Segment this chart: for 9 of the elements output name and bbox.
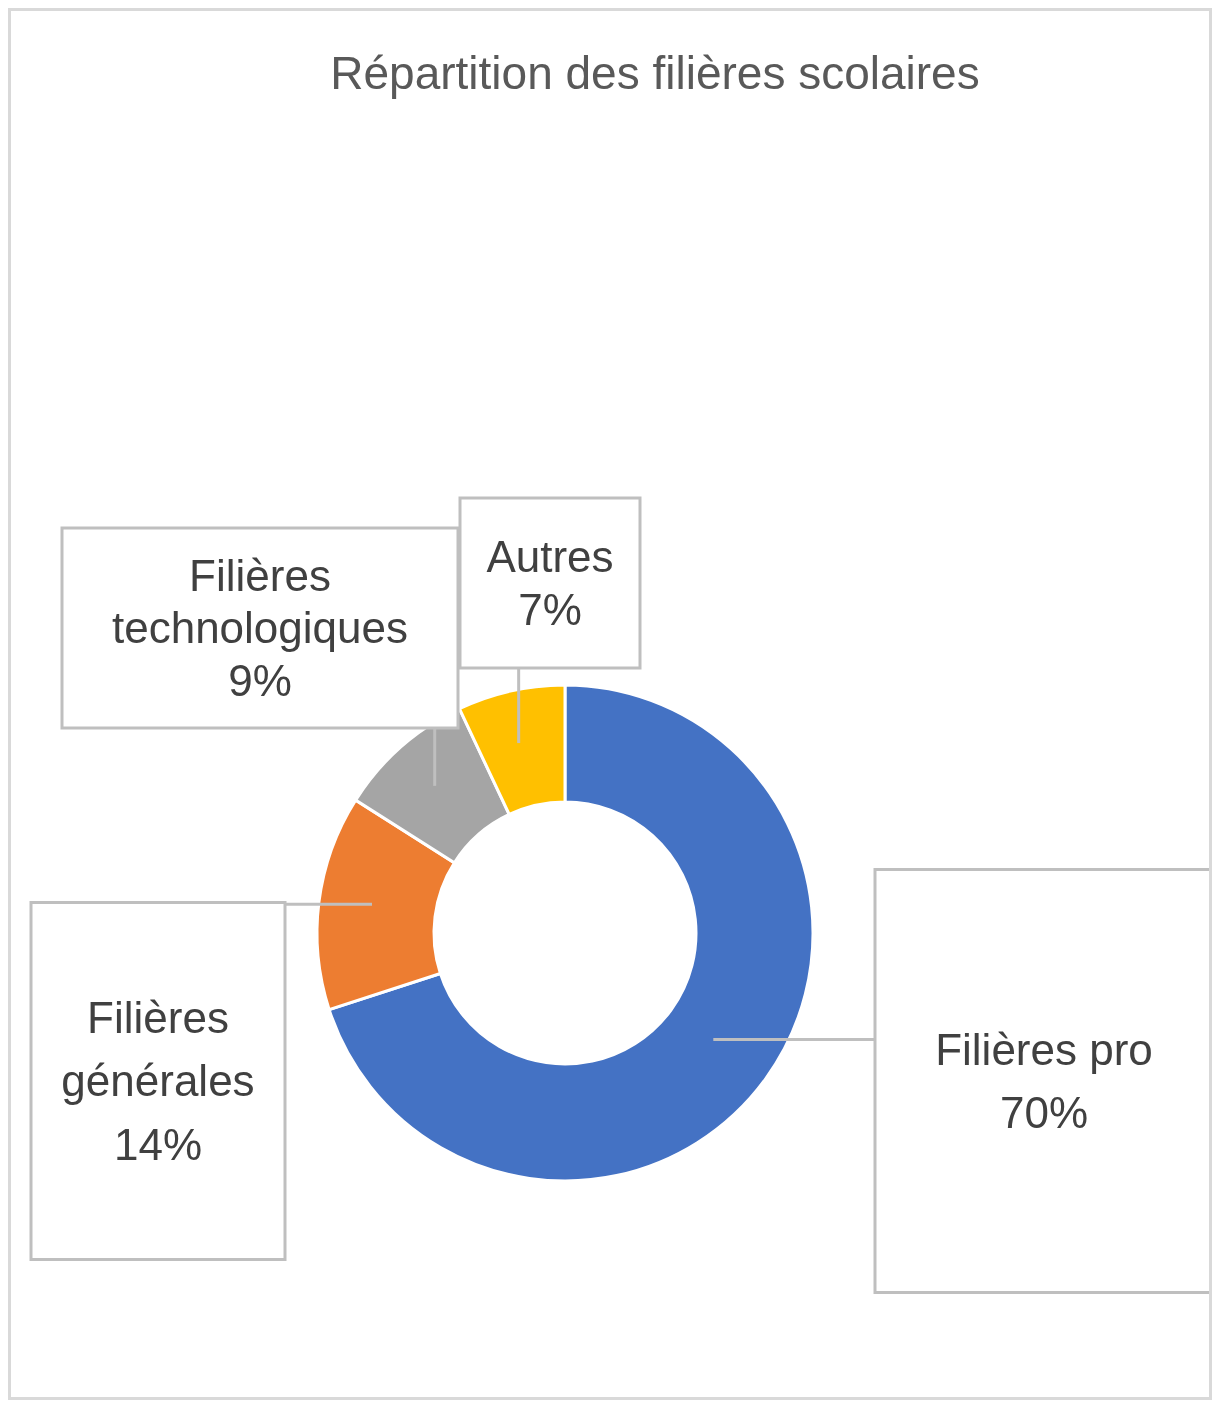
data-label: 70%: [999, 1088, 1089, 1138]
data-label: 14%: [113, 1120, 203, 1170]
chart-title: Répartition des filières scolaires: [330, 47, 980, 99]
slice-label: Filières générales: [61, 992, 255, 1106]
data-label: 9%: [228, 656, 292, 706]
slice-label: Filières pro: [935, 1024, 1153, 1074]
slice-label: Filières technologiques: [111, 550, 409, 653]
slice-label: Autres: [486, 532, 614, 581]
data-label: 7%: [518, 584, 582, 634]
